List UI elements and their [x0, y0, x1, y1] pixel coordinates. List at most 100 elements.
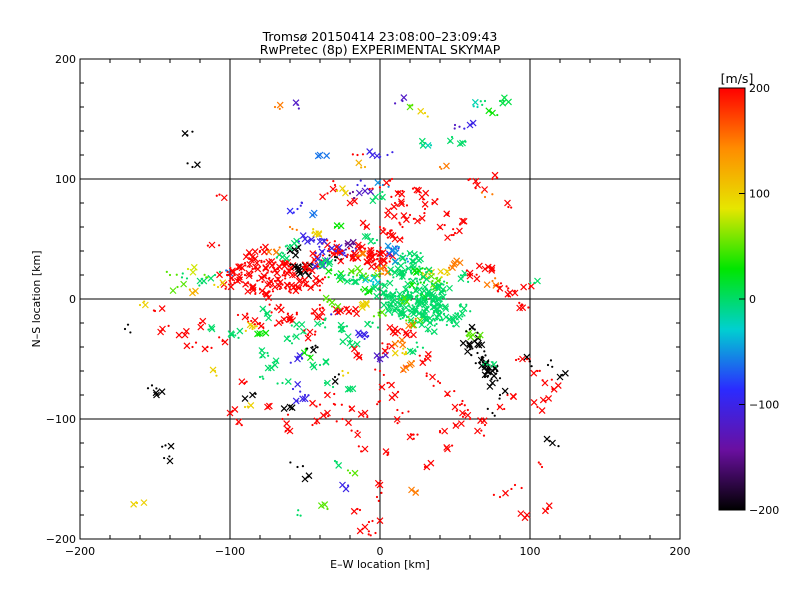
data-point-dot	[463, 274, 467, 277]
data-point-cross	[502, 489, 509, 497]
data-point-dot	[205, 276, 208, 279]
data-point-cross	[275, 319, 283, 327]
data-point-cross	[316, 277, 324, 285]
data-point-cross	[288, 281, 296, 289]
data-point-cross	[372, 193, 379, 201]
data-point-cross	[192, 287, 199, 295]
data-point-cross	[399, 273, 406, 280]
data-point-dot	[399, 223, 402, 226]
data-point-dot	[426, 115, 429, 118]
data-point-dot	[473, 328, 476, 331]
x-tick-label: 200	[670, 545, 691, 558]
data-point-dot	[369, 534, 372, 537]
data-point-dot	[358, 508, 362, 512]
data-point-cross	[441, 303, 449, 311]
data-point-cross	[355, 329, 362, 337]
data-point-cross	[409, 348, 417, 356]
data-point-cross	[473, 275, 481, 283]
data-point-cross	[316, 313, 324, 321]
data-point-cross	[530, 369, 538, 377]
data-point-dot	[396, 408, 399, 412]
data-point-dot	[401, 99, 404, 103]
data-point-cross	[335, 462, 343, 469]
data-point-cross	[306, 328, 314, 336]
data-point-dot	[123, 327, 127, 331]
data-point-cross	[481, 371, 489, 379]
data-point-cross	[314, 320, 321, 328]
data-point-dot	[215, 374, 218, 377]
data-point-dot	[243, 405, 247, 409]
data-point-dot	[417, 271, 420, 275]
data-point-dot	[286, 312, 290, 315]
data-point-dot	[386, 153, 389, 157]
data-point-cross	[388, 342, 396, 350]
data-point-dot	[379, 258, 382, 262]
data-point-cross	[373, 352, 381, 359]
data-point-cross	[352, 278, 360, 286]
data-point-dot	[250, 319, 253, 323]
data-point-cross	[496, 284, 504, 292]
data-point-dot	[425, 271, 428, 274]
data-point-cross	[354, 431, 362, 439]
data-point-cross	[256, 330, 264, 337]
data-point-cross	[329, 185, 337, 193]
data-point-cross	[309, 361, 317, 369]
data-point-dot	[291, 387, 295, 391]
colorbar-tick-label: −200	[749, 504, 779, 517]
data-point-dot	[472, 105, 475, 108]
data-point-dot	[288, 290, 291, 293]
data-point-cross	[520, 283, 528, 291]
data-point-dot	[181, 272, 184, 275]
data-point-dot	[345, 325, 349, 328]
data-point-cross	[377, 265, 385, 272]
data-point-dot	[263, 330, 266, 333]
data-point-cross	[364, 233, 372, 240]
data-point-cross	[481, 265, 489, 273]
data-point-dot	[364, 293, 367, 296]
data-point-dot	[487, 360, 490, 363]
data-point-dot	[514, 358, 518, 362]
data-point-dot	[395, 248, 398, 251]
data-point-dot	[429, 144, 433, 147]
data-point-dot	[239, 276, 243, 280]
data-point-dot	[370, 290, 373, 293]
data-point-cross	[489, 379, 496, 387]
data-point-cross	[374, 179, 382, 187]
data-point-cross	[231, 406, 239, 413]
data-point-dot	[382, 267, 385, 270]
data-point-dot	[297, 509, 300, 512]
data-point-dot	[513, 483, 517, 487]
data-point-dot	[275, 359, 279, 363]
data-point-dot	[474, 362, 477, 365]
data-point-dot	[414, 350, 417, 353]
data-point-cross	[349, 385, 357, 393]
data-point-cross	[307, 236, 315, 244]
data-point-dot	[341, 417, 344, 421]
data-point-dot	[347, 273, 350, 277]
data-point-cross	[361, 285, 369, 293]
data-point-dot	[333, 273, 337, 277]
data-point-dot	[360, 166, 363, 169]
data-point-dot	[364, 272, 368, 275]
data-point-dot	[450, 135, 454, 139]
data-point-cross	[423, 275, 431, 283]
data-point-cross	[422, 189, 430, 197]
data-point-cross	[459, 409, 466, 417]
data-point-cross	[265, 402, 273, 410]
data-point-dot	[488, 363, 491, 367]
data-point-dot	[281, 321, 284, 325]
data-point-cross	[412, 269, 420, 276]
data-point-dot	[287, 335, 290, 338]
data-point-dot	[287, 265, 290, 268]
data-point-cross	[286, 313, 294, 321]
data-point-cross	[377, 250, 385, 258]
data-point-cross	[424, 354, 432, 362]
data-point-dot	[381, 190, 384, 194]
data-point-dot	[466, 280, 470, 284]
data-point-dot	[318, 284, 321, 287]
data-point-cross	[451, 403, 459, 411]
data-point-dot	[379, 356, 382, 359]
data-point-dot	[491, 361, 494, 364]
data-point-cross	[408, 486, 415, 494]
